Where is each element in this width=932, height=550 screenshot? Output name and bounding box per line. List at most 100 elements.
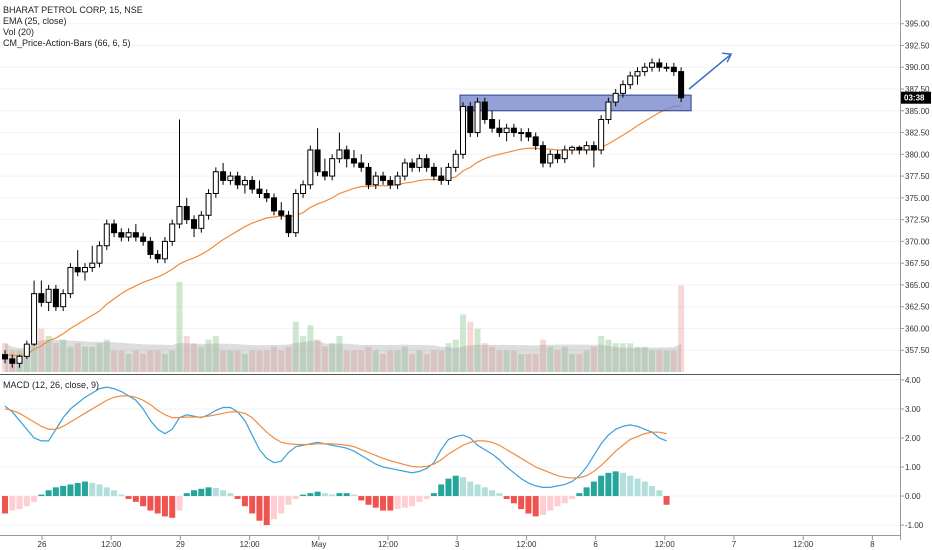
macd-histogram-bar xyxy=(467,481,474,497)
ema-line xyxy=(4,104,682,357)
candle-body xyxy=(525,132,532,138)
macd-histogram-bar xyxy=(547,496,554,511)
volume-bar xyxy=(496,350,503,372)
volume-bar xyxy=(329,343,336,372)
y-tick-label: 372.50 xyxy=(905,216,930,225)
candle-body xyxy=(249,179,256,190)
volume-bar xyxy=(52,343,59,372)
volume-bar xyxy=(140,354,147,372)
x-tick-label: 6 xyxy=(593,540,598,549)
volume-bar xyxy=(96,343,103,372)
y-tick-label: -1.00 xyxy=(905,521,924,530)
candle-body xyxy=(409,162,416,168)
macd-histogram-bar xyxy=(627,475,634,497)
candle-body xyxy=(161,240,168,260)
candle-body xyxy=(583,145,590,151)
candle-body xyxy=(307,149,314,186)
candle-body xyxy=(118,232,125,238)
macd-histogram-bar xyxy=(23,496,30,507)
macd-histogram xyxy=(2,471,670,526)
macd-histogram-bar xyxy=(605,472,612,497)
volume-bar xyxy=(554,350,561,372)
volume-bar xyxy=(191,343,198,372)
macd-histogram-bar xyxy=(394,496,401,510)
volume-bar xyxy=(263,350,270,372)
macd-histogram-bar xyxy=(307,493,314,497)
candle-body xyxy=(278,210,285,216)
candle-body xyxy=(314,149,321,173)
volume-bar xyxy=(176,282,183,372)
macd-histogram-bar xyxy=(96,484,103,497)
candle-body xyxy=(31,293,38,345)
volume-bar xyxy=(307,325,314,372)
macd-histogram-bar xyxy=(423,496,430,499)
macd-histogram-bar xyxy=(89,482,96,497)
macd-histogram-bar xyxy=(409,496,416,507)
candle-body xyxy=(474,101,481,134)
x-tick-label: 29 xyxy=(176,540,185,549)
trend-arrow-head xyxy=(722,52,733,63)
macd-histogram-bar xyxy=(387,496,394,511)
candle-body xyxy=(380,175,387,181)
macd-histogram-bar xyxy=(132,496,139,502)
macd-histogram-bar xyxy=(641,481,648,497)
macd-histogram-bar xyxy=(278,496,285,514)
y-tick-label: 362.50 xyxy=(905,303,930,312)
macd-histogram-bar xyxy=(525,496,532,514)
candle-body xyxy=(467,105,474,134)
volume-bar xyxy=(590,346,597,372)
volume-bar xyxy=(23,346,30,372)
macd-histogram-bar xyxy=(649,485,656,497)
macd-histogram-bar xyxy=(125,496,132,499)
volume-bar xyxy=(619,343,626,372)
volume-bar xyxy=(321,346,328,372)
candle-body xyxy=(67,267,74,295)
candle-body xyxy=(321,171,328,177)
macd-histogram-bar xyxy=(561,496,568,504)
candle-body xyxy=(445,166,452,181)
candle-body xyxy=(140,236,147,242)
candle-body xyxy=(619,84,626,94)
volume-bar xyxy=(256,350,263,372)
volume-bar xyxy=(438,350,445,372)
candle-body xyxy=(539,145,546,164)
macd-histogram-bar xyxy=(60,485,67,497)
macd-histogram-bar xyxy=(52,487,59,497)
macd-lines xyxy=(4,386,667,488)
candle-body xyxy=(16,355,23,364)
volume-bar xyxy=(45,336,52,372)
volume-bar xyxy=(430,350,437,372)
y-tick-label: 390.00 xyxy=(905,63,930,72)
macd-histogram-bar xyxy=(452,475,459,497)
y-tick-label: 387.50 xyxy=(905,85,930,94)
candle-body xyxy=(169,223,176,242)
volume-bar xyxy=(576,354,583,372)
volume-bar xyxy=(380,354,387,372)
volume-bar xyxy=(74,343,81,372)
candle-body xyxy=(89,262,96,269)
x-tick-label: 26 xyxy=(38,540,47,549)
candle-body xyxy=(416,158,423,168)
candle-body xyxy=(612,92,619,103)
candle-body xyxy=(103,223,110,247)
candle-body xyxy=(423,158,430,168)
candle-body xyxy=(569,146,576,151)
legend: BHARAT PETROL CORP, 15, NSE EMA (25, clo… xyxy=(3,5,143,49)
candle-body xyxy=(285,214,292,234)
candle-body xyxy=(649,62,656,68)
volume-bar xyxy=(227,350,234,372)
volume-bar xyxy=(423,354,430,372)
y-tick-label: 2.00 xyxy=(905,434,921,443)
x-tick-label: 7 xyxy=(732,540,737,549)
volume-bar xyxy=(409,354,416,372)
legend-macd: MACD (12, 26, close, 9) xyxy=(3,380,100,390)
macd-histogram-bar xyxy=(321,493,328,497)
macd-histogram-bar xyxy=(358,496,365,501)
candle-body xyxy=(81,267,88,273)
resistance-zone xyxy=(459,94,692,112)
macd-histogram-bar xyxy=(183,493,190,497)
candle-body xyxy=(154,253,161,260)
macd-histogram-bar xyxy=(241,496,248,507)
resistance-zone-rect xyxy=(459,94,692,112)
